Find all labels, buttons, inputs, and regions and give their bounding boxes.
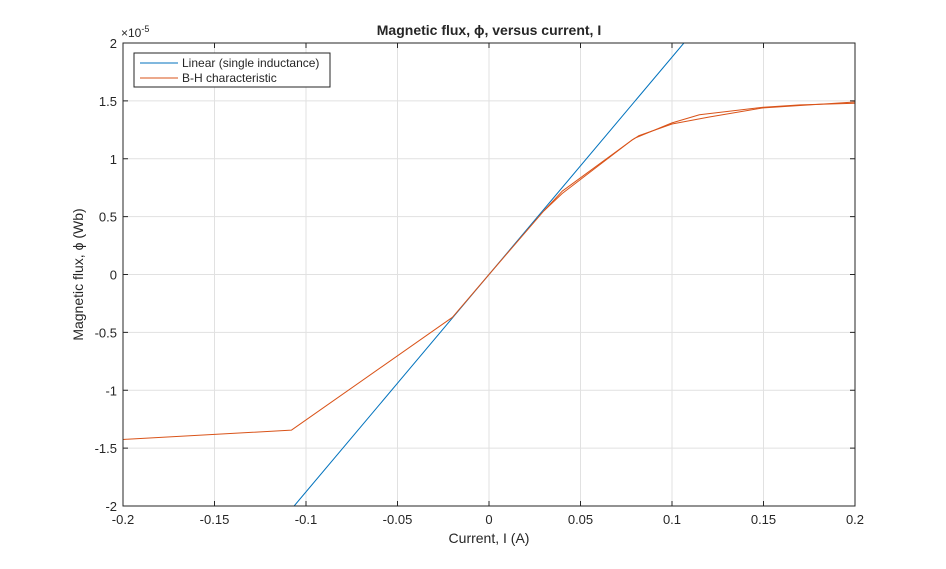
y-tick-label: 0.5 [99, 210, 117, 225]
legend: Linear (single inductance)B-H characteri… [133, 52, 331, 88]
y-exponent-base: ×10 [121, 26, 142, 40]
y-tick-label: 0 [110, 268, 117, 283]
y-axis-label: Magnetic flux, ϕ (Wb) [70, 208, 86, 340]
legend-box [133, 52, 331, 88]
y-tick-label: 1 [110, 152, 117, 167]
legend-entry: B-H characteristic [182, 71, 277, 85]
series-layer [123, 43, 855, 506]
y-tick-label: 2 [110, 36, 117, 51]
y-tick-label: -1 [105, 383, 117, 398]
y-tick-label: -1.5 [95, 441, 117, 456]
y-tick-label: -0.5 [95, 325, 117, 340]
y-exponent-power: -5 [141, 24, 149, 34]
y-tick-label: -2 [105, 499, 117, 514]
series-line-3 [543, 101, 855, 212]
y-exponent-label: ×10-5 [121, 24, 149, 40]
x-tick-label: -0.05 [383, 512, 413, 527]
grid [122, 42, 856, 507]
x-tick-label: -0.2 [112, 512, 134, 527]
chart-title: Magnetic flux, ϕ, versus current, I [377, 22, 601, 38]
x-axis-label: Current, I (A) [449, 530, 530, 546]
y-tick-label: 1.5 [99, 94, 117, 109]
x-tick-label: 0.1 [663, 512, 681, 527]
tick-labels: -0.2 -0.15 -0.1 -0.05 0 0.05 0.1 0.15 0.2 -2 -1.5 -… [95, 36, 864, 527]
x-tick-label: 0.15 [751, 512, 776, 527]
x-tick-label: 0.05 [568, 512, 593, 527]
x-tick-label: 0 [485, 512, 492, 527]
x-tick-label: 0.2 [846, 512, 864, 527]
axis-ticks [122, 42, 856, 507]
x-tick-label: -0.1 [295, 512, 317, 527]
legend-entry: Linear (single inductance) [182, 56, 319, 70]
x-tick-label: -0.15 [200, 512, 230, 527]
